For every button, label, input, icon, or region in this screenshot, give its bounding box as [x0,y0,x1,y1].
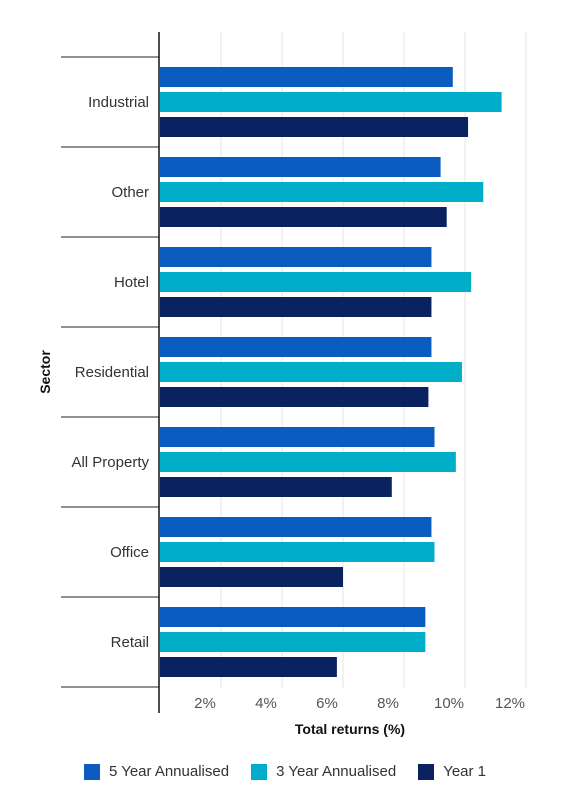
category-label: Retail [111,634,149,651]
bars [160,67,502,677]
bar [160,67,453,87]
bar [160,337,432,357]
bar [160,247,432,267]
bar [160,297,432,317]
x-axis-title: Total returns (%) [295,721,405,737]
bar [160,117,469,137]
bar [160,477,392,497]
bar [160,387,429,407]
legend-swatch-5-year [83,763,100,780]
x-tick-label: 2% [194,695,216,712]
legend-label-5-year: 5 Year Annualised [108,763,230,780]
legend-swatch-3-year [251,763,268,780]
bar [160,632,426,652]
x-tick-labels: 2% 4% 6% 8% 10% 12% [194,695,525,712]
legend-item-year-1: Year 1 [418,763,486,780]
legend-label-year-1: Year 1 [443,763,487,780]
bar [160,182,484,202]
category-label: Other [111,184,149,201]
bar [160,607,426,627]
x-tick-label: 4% [255,695,277,712]
bar-chart: Industrial Other Hotel Residential All Prope… [37,32,527,737]
bar [160,567,343,587]
category-labels: Industrial Other Hotel Residential All Prope… [71,94,149,651]
bar [160,452,456,472]
y-axis-title: Sector [37,350,53,394]
bar [160,427,435,447]
bar [160,657,337,677]
x-tick-label: 10% [434,695,464,712]
bar [160,157,441,177]
bar [160,207,447,227]
category-separators [61,56,159,688]
category-label: Residential [75,364,149,381]
x-tick-label: 6% [316,695,338,712]
category-label: Office [110,544,149,561]
bar [160,272,472,292]
legend-swatch-year-1 [418,763,435,780]
legend-label-3-year: 3 Year Annualised [276,763,397,780]
legend-item-5-year: 5 Year Annualised [83,763,230,780]
bar [160,92,502,112]
category-label: Hotel [114,274,149,291]
legend-item-3-year: 3 Year Annualised [251,763,396,780]
bar [160,542,435,562]
category-label: Industrial [88,94,149,111]
x-tick-label: 8% [377,695,399,712]
x-tick-label: 12% [495,695,525,712]
legend: 5 Year Annualised 3 Year Annualised Year… [0,763,570,780]
category-label: All Property [71,454,149,471]
bar [160,517,432,537]
bar [160,362,462,382]
